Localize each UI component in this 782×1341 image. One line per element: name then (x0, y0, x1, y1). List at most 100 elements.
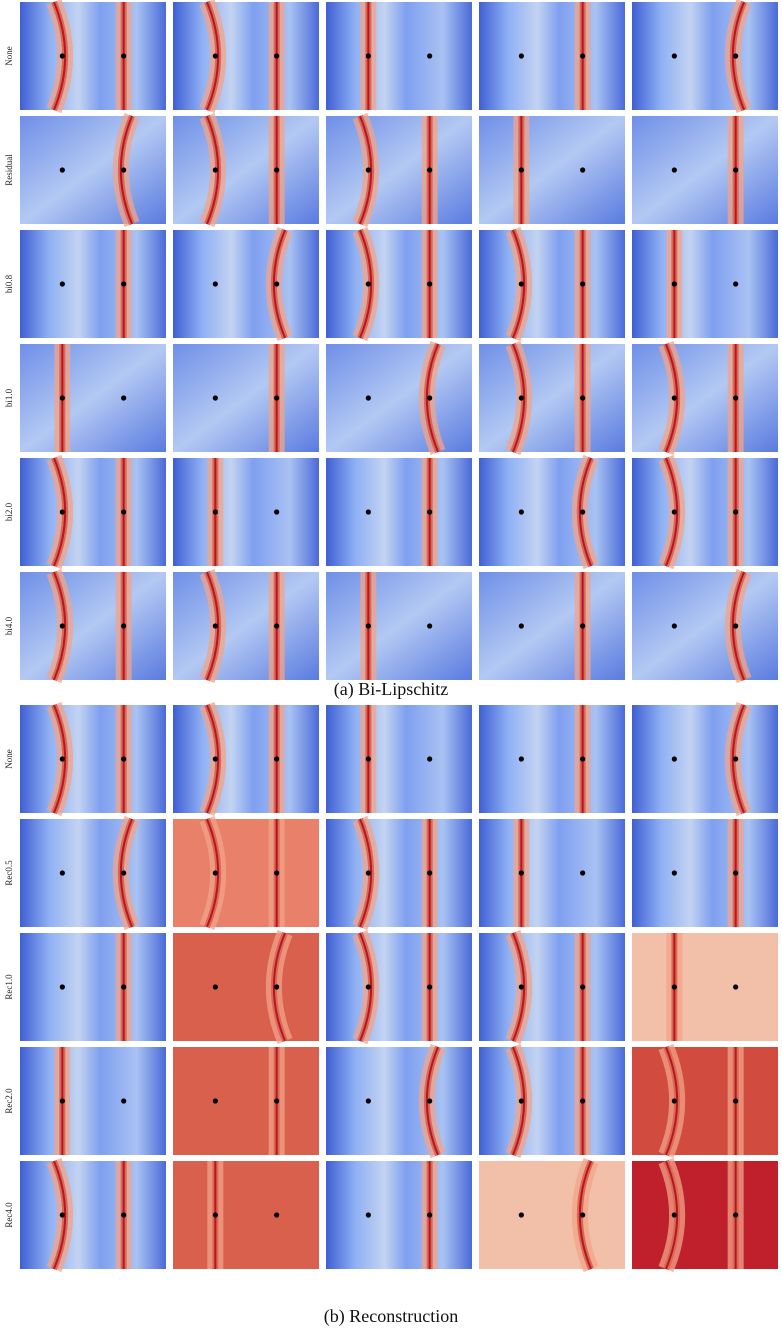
panel-bg (632, 344, 778, 452)
ridge-core (206, 704, 220, 814)
point (518, 623, 524, 629)
point (212, 1212, 218, 1218)
point (59, 281, 65, 287)
panel (173, 343, 319, 452)
panel-bg (173, 1047, 319, 1155)
point (365, 281, 371, 287)
panel (173, 457, 319, 566)
panel (326, 815, 472, 931)
panel (479, 2, 625, 110)
panel-bg (326, 116, 472, 224)
point (518, 509, 524, 515)
point (274, 395, 280, 401)
panel (326, 1160, 472, 1269)
panel (20, 1047, 166, 1155)
point (518, 281, 524, 287)
point (121, 395, 127, 401)
point (365, 395, 371, 401)
point (671, 984, 677, 990)
point (671, 870, 677, 876)
point (518, 167, 524, 173)
point (365, 1098, 371, 1104)
panel-bg (326, 1047, 472, 1155)
point (274, 1212, 280, 1218)
panel-bg (479, 819, 625, 927)
panel (632, 340, 778, 456)
panel (20, 701, 166, 817)
point (59, 509, 65, 515)
point (733, 53, 739, 59)
panel-bg (20, 1047, 166, 1155)
panel (326, 112, 472, 228)
point (365, 1212, 371, 1218)
panel (632, 933, 778, 1041)
point (427, 984, 433, 990)
point (59, 395, 65, 401)
row-label: bi1.0 (4, 388, 14, 407)
panel (173, 112, 319, 228)
panel (479, 340, 625, 456)
panel (20, 229, 166, 338)
row-label: Rec4.0 (4, 1202, 14, 1228)
point (59, 53, 65, 59)
point (365, 623, 371, 629)
point (518, 984, 524, 990)
point (580, 395, 586, 401)
panel (173, 1160, 319, 1269)
panel (326, 226, 472, 342)
ridge-core (425, 1046, 439, 1156)
point (274, 167, 280, 173)
panel-bg (479, 458, 625, 566)
ridge-core (53, 457, 67, 567)
panel (173, 568, 319, 684)
point (580, 984, 586, 990)
point (580, 53, 586, 59)
ridge-core (665, 343, 679, 453)
ridge-core (578, 457, 592, 567)
panel-bg (326, 572, 472, 680)
point (671, 509, 677, 515)
point (274, 509, 280, 515)
point (59, 1098, 65, 1104)
ridge-core (206, 571, 220, 681)
panel (632, 454, 778, 570)
panel (479, 929, 625, 1045)
panel (173, 929, 319, 1045)
point (59, 167, 65, 173)
point (365, 984, 371, 990)
point (212, 984, 218, 990)
point (212, 1098, 218, 1104)
point (274, 53, 280, 59)
point (580, 509, 586, 515)
point (518, 756, 524, 762)
panel-bg (20, 2, 166, 110)
row-label: Rec2.0 (4, 1088, 14, 1114)
row-label: None (4, 749, 14, 769)
panel-bg (173, 1161, 319, 1269)
panel (632, 568, 778, 684)
point (580, 756, 586, 762)
point (212, 623, 218, 629)
point (733, 623, 739, 629)
ridge-core (119, 818, 133, 928)
panel-bg (326, 458, 472, 566)
ridge-core (731, 704, 745, 814)
point (671, 167, 677, 173)
row-label: Rec0.5 (4, 860, 14, 886)
ridge-core (272, 932, 286, 1042)
panel-bg (479, 1047, 625, 1155)
ridge-core (512, 343, 526, 453)
point (518, 53, 524, 59)
panel (632, 701, 778, 817)
panel-bg (173, 819, 319, 927)
panel-bg (173, 933, 319, 1041)
point (212, 756, 218, 762)
point (365, 509, 371, 515)
ridge-core (731, 1, 745, 111)
ridge-core (359, 932, 373, 1042)
panel (479, 116, 625, 224)
point (212, 870, 218, 876)
panel-bg (479, 572, 625, 680)
ridge-core (272, 229, 286, 339)
